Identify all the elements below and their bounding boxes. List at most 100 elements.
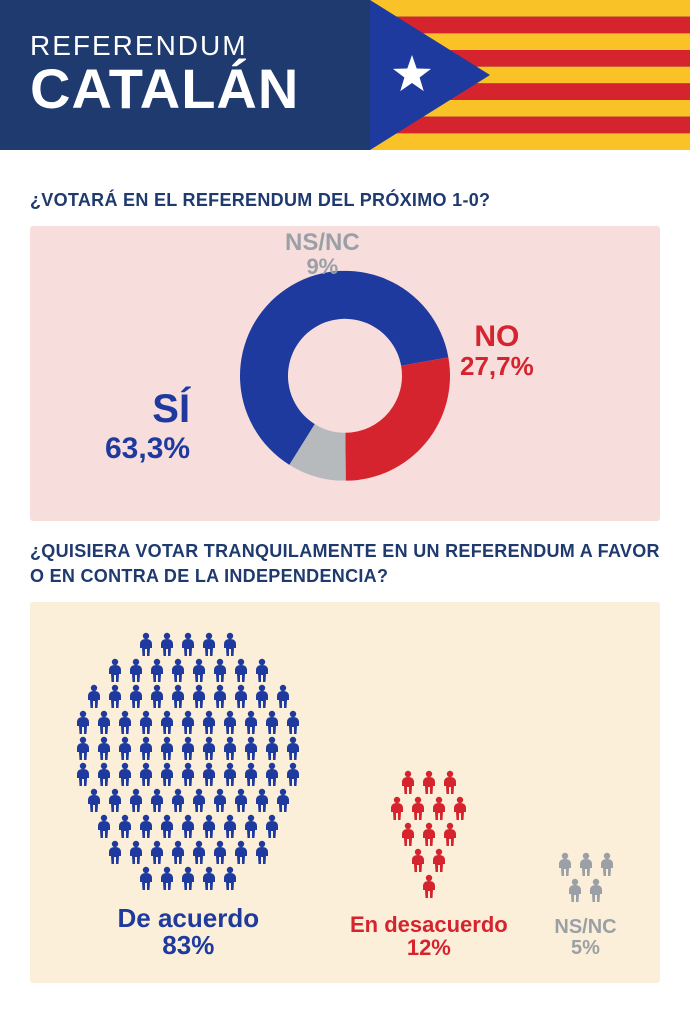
crowd bbox=[555, 852, 617, 903]
person-icon bbox=[178, 632, 198, 657]
person-icon bbox=[157, 632, 177, 657]
person-icon bbox=[157, 762, 177, 787]
person-icon bbox=[262, 710, 282, 735]
estelada-flag bbox=[370, 0, 690, 150]
person-icon bbox=[168, 788, 188, 813]
crowd-row bbox=[73, 762, 303, 787]
title: REFERENDUM CATALÁN bbox=[30, 30, 299, 115]
crowd bbox=[387, 770, 470, 899]
person-icon bbox=[429, 848, 449, 873]
label-pct: 9% bbox=[306, 254, 338, 279]
crowd-row bbox=[565, 878, 606, 903]
title-line2: CATALÁN bbox=[30, 62, 299, 115]
person-icon bbox=[429, 796, 449, 821]
person-icon bbox=[189, 840, 209, 865]
label-pct: 27,7% bbox=[460, 351, 534, 381]
person-icon bbox=[555, 852, 575, 877]
person-icon bbox=[73, 736, 93, 761]
person-icon bbox=[178, 866, 198, 891]
person-icon bbox=[199, 866, 219, 891]
group-name: NS/NC bbox=[554, 917, 616, 938]
person-icon bbox=[398, 770, 418, 795]
crowd-row bbox=[94, 814, 282, 839]
person-icon bbox=[440, 770, 460, 795]
crowd-row bbox=[84, 788, 293, 813]
person-icon bbox=[94, 736, 114, 761]
person-icon bbox=[105, 788, 125, 813]
person-icon bbox=[231, 788, 251, 813]
person-icon bbox=[283, 762, 303, 787]
person-icon bbox=[73, 710, 93, 735]
person-icon bbox=[220, 736, 240, 761]
person-icon bbox=[189, 788, 209, 813]
person-icon bbox=[178, 762, 198, 787]
crowd-row bbox=[387, 796, 470, 821]
person-icon bbox=[231, 840, 251, 865]
person-icon bbox=[252, 788, 272, 813]
group-label: En desacuerdo12% bbox=[350, 913, 508, 960]
group-label: NS/NC5% bbox=[554, 917, 616, 959]
person-icon bbox=[450, 796, 470, 821]
donut-panel: NS/NC 9% NO 27,7% SÍ 63,3% bbox=[30, 226, 660, 521]
crowd-row bbox=[398, 770, 460, 795]
pictogram-group-desacuerdo: En desacuerdo12% bbox=[350, 770, 508, 960]
person-icon bbox=[419, 874, 439, 899]
crowd-row bbox=[398, 822, 460, 847]
donut-label-nsnc: NS/NC 9% bbox=[285, 230, 360, 279]
person-icon bbox=[136, 632, 156, 657]
person-icon bbox=[157, 736, 177, 761]
person-icon bbox=[115, 814, 135, 839]
crowd bbox=[73, 632, 303, 891]
crowd-row bbox=[73, 736, 303, 761]
person-icon bbox=[419, 822, 439, 847]
crowd-row bbox=[419, 874, 439, 899]
group-pct: 5% bbox=[571, 937, 600, 959]
label-text: NS/NC bbox=[285, 230, 360, 255]
person-icon bbox=[252, 684, 272, 709]
person-icon bbox=[210, 840, 230, 865]
person-icon bbox=[168, 658, 188, 683]
person-icon bbox=[262, 814, 282, 839]
person-icon bbox=[147, 788, 167, 813]
person-icon bbox=[199, 632, 219, 657]
person-icon bbox=[157, 814, 177, 839]
person-icon bbox=[84, 684, 104, 709]
person-icon bbox=[189, 684, 209, 709]
person-icon bbox=[136, 710, 156, 735]
person-icon bbox=[136, 762, 156, 787]
group-name: De acuerdo bbox=[118, 905, 260, 932]
person-icon bbox=[262, 762, 282, 787]
content: ¿VOTARÁ EN EL REFERENDUM DEL PRÓXIMO 1-0… bbox=[0, 150, 690, 1013]
person-icon bbox=[419, 770, 439, 795]
question-2: ¿QUISIERA VOTAR TRANQUILAMENTE EN UN REF… bbox=[30, 539, 660, 588]
person-icon bbox=[94, 710, 114, 735]
person-icon bbox=[408, 848, 428, 873]
person-icon bbox=[252, 658, 272, 683]
person-icon bbox=[105, 840, 125, 865]
question-1: ¿VOTARÁ EN EL REFERENDUM DEL PRÓXIMO 1-0… bbox=[30, 188, 660, 212]
person-icon bbox=[220, 762, 240, 787]
person-icon bbox=[178, 710, 198, 735]
crowd-row bbox=[408, 848, 449, 873]
header: REFERENDUM CATALÁN bbox=[0, 0, 690, 150]
group-pct: 83% bbox=[162, 930, 214, 960]
person-icon bbox=[136, 736, 156, 761]
person-icon bbox=[168, 840, 188, 865]
group-pct: 12% bbox=[407, 935, 451, 960]
person-icon bbox=[157, 866, 177, 891]
person-icon bbox=[241, 736, 261, 761]
person-icon bbox=[73, 762, 93, 787]
crowd-row bbox=[105, 658, 272, 683]
crowd-row bbox=[555, 852, 617, 877]
person-icon bbox=[157, 710, 177, 735]
person-icon bbox=[241, 814, 261, 839]
person-icon bbox=[387, 796, 407, 821]
person-icon bbox=[105, 684, 125, 709]
person-icon bbox=[408, 796, 428, 821]
person-icon bbox=[126, 658, 146, 683]
person-icon bbox=[126, 840, 146, 865]
person-icon bbox=[189, 658, 209, 683]
pictogram-groups: De acuerdo83% bbox=[50, 632, 640, 960]
pictogram-group-acuerdo: De acuerdo83% bbox=[73, 632, 303, 960]
person-icon bbox=[440, 822, 460, 847]
